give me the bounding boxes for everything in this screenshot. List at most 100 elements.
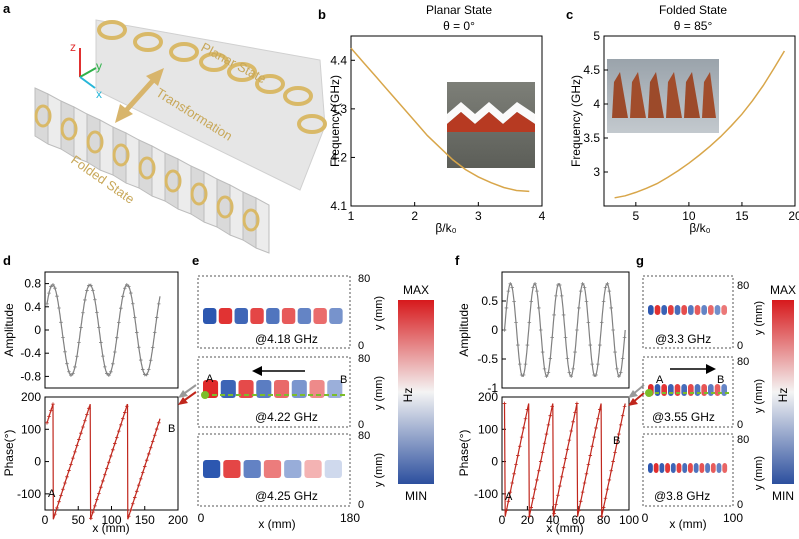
- amplitude-marker: [609, 306, 614, 310]
- phase-marker: [529, 505, 534, 510]
- x-tick-label: 15: [735, 209, 749, 223]
- y-tick-label: -100: [474, 487, 498, 501]
- amplitude-marker: [71, 371, 75, 376]
- panel-letter-a: a: [3, 1, 11, 16]
- phase-marker: [523, 416, 528, 421]
- amplitude-marker: [57, 306, 61, 310]
- phase-marker: [61, 487, 65, 492]
- field-lobe: [661, 305, 667, 315]
- chart-d-phase-link-arrowhead: [178, 397, 188, 405]
- amplitude-marker: [531, 285, 535, 290]
- x-axis: [79, 76, 96, 89]
- phase-marker: [115, 435, 119, 440]
- field-pattern-g2: [648, 384, 727, 396]
- chart-b-ylabel: Frequency (GHz): [328, 75, 342, 167]
- phase-marker: [561, 465, 566, 470]
- phase-marker: [542, 441, 547, 446]
- chart-d-point-b: B: [168, 423, 175, 435]
- amplitude-marker: [533, 281, 537, 286]
- colorbar-g-max: MAX: [770, 283, 796, 297]
- folded-strip: [34, 87, 270, 254]
- phase-marker: [140, 470, 145, 475]
- y-axis: [79, 67, 97, 78]
- amplitude-marker: [540, 350, 545, 354]
- colorbar-e-max: MAX: [403, 283, 429, 297]
- amplitude-marker: [119, 306, 123, 311]
- amplitude-marker: [504, 306, 509, 310]
- amplitude-marker: [79, 325, 83, 330]
- phase-marker: [552, 511, 556, 516]
- field-lobe: [682, 463, 688, 473]
- propagation-arrowhead-e2: [252, 366, 262, 376]
- phase-marker: [506, 499, 511, 504]
- phase-marker: [588, 453, 593, 458]
- phase-marker: [618, 423, 623, 427]
- chart-c-title: Folded State: [659, 3, 727, 17]
- phase-marker: [117, 429, 121, 433]
- field-lobe: [694, 384, 701, 396]
- phase-marker: [97, 491, 101, 496]
- y-tick-label: 0: [34, 455, 41, 469]
- x-tick-label: 1: [348, 209, 355, 223]
- chart-d-amplitude-link-arrowhead: [178, 390, 188, 398]
- field-lobe: [203, 460, 221, 478]
- field-lobe: [681, 305, 687, 315]
- amplitude-marker: [525, 343, 530, 347]
- y-tick-label: -1: [487, 381, 498, 395]
- g2-ytick-top: 80: [737, 356, 749, 368]
- field-lobe: [710, 463, 716, 473]
- amplitude-marker: [115, 335, 119, 340]
- phase-marker: [132, 495, 137, 500]
- field-map-e3: @4.25 GHz: [197, 433, 351, 507]
- phase-marker: [603, 496, 608, 501]
- phase-marker: [152, 433, 157, 438]
- x-tick-label: 0: [42, 513, 49, 527]
- chart-f-amplitude-plot: -1 -0.5 0 0.5: [477, 281, 627, 395]
- field-map-g1: @3.3 GHz: [642, 275, 734, 349]
- field-pattern-g1: [648, 305, 727, 315]
- x-tick-label: 0: [499, 513, 506, 527]
- amplitude-marker: [554, 294, 558, 298]
- chart-f-phase-link-arrowhead: [628, 398, 638, 406]
- field-lobe: [327, 380, 343, 398]
- planar-ring: [297, 114, 327, 134]
- axes-triad: z y x: [70, 40, 102, 101]
- panel-a: a z y x Planar State Transformation Fold…: [3, 1, 327, 254]
- phase-marker: [87, 406, 91, 411]
- amplitude-curve: [46, 284, 161, 376]
- amplitude-marker: [95, 310, 99, 315]
- amplitude-curve: [503, 283, 626, 377]
- phase-marker: [146, 452, 151, 456]
- phase-marker: [53, 512, 57, 516]
- amplitude-marker: [123, 286, 127, 291]
- phase-marker: [148, 445, 153, 450]
- phase-marker: [55, 506, 59, 510]
- amplitude-marker: [73, 365, 77, 369]
- field-pattern-g3: [648, 463, 728, 473]
- phase-marker: [51, 402, 55, 406]
- field-lobe: [705, 463, 710, 473]
- field-lobe: [670, 463, 676, 473]
- amplitude-marker: [77, 340, 81, 345]
- phase-marker: [142, 464, 147, 469]
- amplitude-marker: [146, 367, 151, 372]
- point-a-e: A: [206, 373, 214, 385]
- y-tick-label: -100: [17, 487, 41, 501]
- phase-marker: [69, 462, 73, 467]
- chart-f-point-b: B: [613, 435, 620, 447]
- phase-marker: [556, 493, 560, 498]
- phase-marker: [119, 423, 123, 427]
- field-lobe: [263, 460, 282, 478]
- amplitude-marker: [514, 320, 518, 325]
- chart-b-xlabel: β/k₀: [435, 221, 456, 235]
- phase-marker: [81, 425, 85, 429]
- planar-rings: [97, 20, 327, 134]
- g-xtick-0: 0: [642, 511, 649, 525]
- amplitude-marker: [618, 370, 623, 375]
- amplitude-marker: [148, 358, 153, 363]
- phase-marker: [565, 447, 570, 452]
- phase-marker: [613, 450, 617, 455]
- planar-ring: [255, 74, 285, 94]
- field-lobe: [329, 308, 343, 324]
